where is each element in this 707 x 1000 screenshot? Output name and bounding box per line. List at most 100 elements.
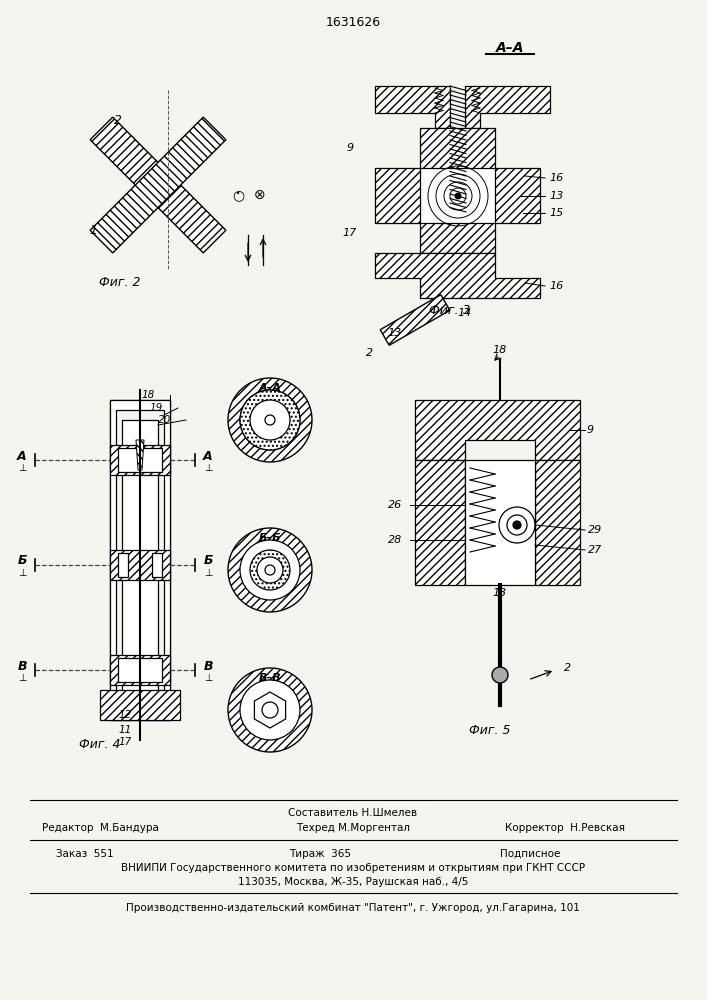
- Polygon shape: [415, 460, 465, 585]
- Text: В: В: [17, 660, 27, 672]
- Text: 18: 18: [493, 345, 507, 355]
- Text: 15: 15: [550, 208, 564, 218]
- Text: 1: 1: [89, 224, 97, 236]
- Text: ⊥: ⊥: [204, 568, 212, 578]
- Circle shape: [228, 528, 312, 612]
- Circle shape: [507, 515, 527, 535]
- Bar: [110, 655, 170, 685]
- Bar: [118, 553, 128, 577]
- Circle shape: [240, 390, 300, 450]
- Text: 9: 9: [586, 425, 594, 435]
- Bar: [118, 448, 162, 472]
- Circle shape: [262, 702, 278, 718]
- Text: Фиг. 3: Фиг. 3: [429, 304, 471, 316]
- Text: 16: 16: [550, 281, 564, 291]
- Bar: [260, 410, 280, 430]
- Text: 18: 18: [142, 390, 156, 400]
- Text: 2: 2: [114, 113, 122, 126]
- Text: ⊥: ⊥: [18, 673, 26, 683]
- Text: Фиг. 4: Фиг. 4: [79, 738, 121, 752]
- Bar: [110, 550, 170, 580]
- Text: А: А: [17, 450, 27, 462]
- Text: 2: 2: [564, 663, 571, 673]
- Text: Б: Б: [203, 554, 213, 568]
- Text: ⊗: ⊗: [255, 188, 266, 202]
- Bar: [110, 445, 170, 475]
- Text: Б–Б: Б–Б: [259, 533, 281, 543]
- Text: Подписное: Подписное: [500, 849, 560, 859]
- Text: А: А: [203, 450, 213, 462]
- Text: ⊥: ⊥: [204, 673, 212, 683]
- Text: 20: 20: [158, 415, 171, 425]
- Polygon shape: [375, 128, 540, 253]
- Polygon shape: [90, 117, 226, 253]
- Polygon shape: [380, 295, 450, 345]
- Circle shape: [265, 565, 275, 575]
- Bar: [116, 410, 164, 710]
- Circle shape: [228, 378, 312, 462]
- Bar: [122, 420, 158, 700]
- Text: 13: 13: [493, 588, 507, 598]
- Polygon shape: [90, 117, 226, 253]
- Text: Заказ  551: Заказ 551: [56, 849, 114, 859]
- Circle shape: [240, 390, 300, 450]
- Text: 2: 2: [366, 348, 373, 358]
- Text: 16: 16: [550, 173, 564, 183]
- Text: ⊥: ⊥: [18, 568, 26, 578]
- Text: 28: 28: [388, 535, 402, 545]
- Text: 13: 13: [388, 328, 402, 338]
- Text: 26: 26: [388, 500, 402, 510]
- Circle shape: [250, 550, 290, 590]
- Text: А–А: А–А: [259, 383, 281, 393]
- Text: ⊥: ⊥: [204, 463, 212, 473]
- Circle shape: [492, 667, 508, 683]
- Text: Техред М.Моргентал: Техред М.Моргентал: [296, 823, 410, 833]
- Bar: [118, 658, 162, 682]
- Text: ○: ○: [232, 188, 244, 202]
- Text: 11: 11: [119, 725, 132, 735]
- Circle shape: [499, 507, 535, 543]
- Polygon shape: [535, 460, 580, 585]
- Text: 113035, Москва, Ж-35, Раушская наб., 4/5: 113035, Москва, Ж-35, Раушская наб., 4/5: [238, 877, 468, 887]
- Circle shape: [257, 557, 283, 583]
- Text: Редактор  М.Бандура: Редактор М.Бандура: [42, 823, 158, 833]
- Bar: [110, 400, 170, 720]
- Text: ВНИИПИ Государственного комитета по изобретениям и открытиям при ГКНТ СССР: ВНИИПИ Государственного комитета по изоб…: [121, 863, 585, 873]
- Circle shape: [240, 540, 300, 600]
- Text: Составитель Н.Шмелев: Составитель Н.Шмелев: [288, 808, 418, 818]
- Text: Производственно-издательский комбинат "Патент", г. Ужгород, ул.Гагарина, 101: Производственно-издательский комбинат "П…: [126, 903, 580, 913]
- Circle shape: [240, 680, 300, 740]
- Text: 14: 14: [458, 308, 472, 318]
- Text: Тираж  365: Тираж 365: [289, 849, 351, 859]
- Text: 17: 17: [119, 737, 132, 747]
- Circle shape: [228, 668, 312, 752]
- Polygon shape: [375, 253, 540, 298]
- Text: Корректор  Н.Ревская: Корректор Н.Ревская: [505, 823, 625, 833]
- Bar: [152, 553, 162, 577]
- Text: 27: 27: [588, 545, 602, 555]
- Text: 19: 19: [150, 403, 163, 413]
- Circle shape: [455, 193, 461, 199]
- Text: 13: 13: [550, 191, 564, 201]
- Text: Фиг. 5: Фиг. 5: [469, 724, 510, 736]
- Text: 17: 17: [343, 228, 357, 238]
- Text: 29: 29: [588, 525, 602, 535]
- Polygon shape: [415, 400, 580, 460]
- Polygon shape: [465, 86, 550, 128]
- Circle shape: [513, 521, 521, 529]
- Bar: [100, 690, 180, 720]
- Bar: [465, 460, 535, 585]
- Text: 12: 12: [119, 710, 132, 720]
- Text: 1631626: 1631626: [325, 15, 380, 28]
- Bar: [110, 400, 170, 720]
- Circle shape: [250, 400, 290, 440]
- Polygon shape: [136, 440, 144, 470]
- Text: Фиг. 2: Фиг. 2: [99, 275, 141, 288]
- Text: ⊥: ⊥: [18, 463, 26, 473]
- Text: А–А: А–А: [496, 41, 525, 55]
- Polygon shape: [375, 86, 450, 128]
- Polygon shape: [255, 692, 286, 728]
- Text: В: В: [203, 660, 213, 672]
- Circle shape: [265, 415, 275, 425]
- Text: ·: ·: [235, 186, 241, 205]
